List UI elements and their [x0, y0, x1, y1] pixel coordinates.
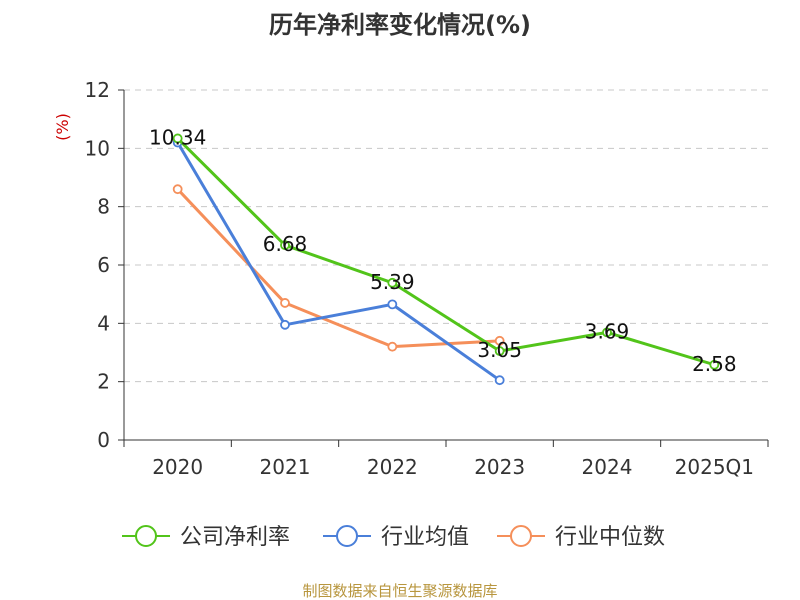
data-label-2021: 6.68 — [263, 232, 308, 256]
legend-marker-2 — [510, 525, 532, 547]
data-labels: 10.34 6.68 5.39 3.05 3.69 2.58 — [149, 125, 737, 375]
x-tick-label-2020: 2020 — [152, 455, 203, 479]
x-tick-label-2024: 2024 — [582, 455, 633, 479]
point-0-2024 — [602, 327, 612, 338]
grid-lines — [124, 89, 768, 383]
point-2-2020 — [172, 184, 183, 195]
point-0-2021 — [280, 240, 290, 251]
source-note: 制图数据来自恒生聚源数据库 — [302, 582, 497, 600]
legend-marker-1 — [336, 525, 358, 547]
y-tick-label-10: 10 — [85, 136, 110, 160]
data-label-2023: 3.05 — [477, 338, 522, 362]
data-label-2025Q1: 2.58 — [692, 352, 737, 376]
legend-label-0: 公司净利率 — [180, 525, 290, 550]
point-1-2022 — [387, 299, 398, 310]
legend: 公司净利率 行业均值 行业中位数 — [122, 525, 665, 550]
legend-label-1: 行业均值 — [381, 525, 469, 550]
point-2-2022 — [387, 341, 398, 352]
point-0-2025Q1 — [709, 359, 720, 370]
y-tick-label-0: 0 — [97, 428, 110, 452]
data-label-2020: 10.34 — [149, 125, 206, 149]
y-tick-label-4: 4 — [97, 311, 110, 335]
series-line-0 — [176, 137, 715, 367]
series-line-1 — [176, 141, 501, 382]
chart-title: 历年净利率变化情况(%) — [269, 11, 531, 39]
y-tick-label-12: 12 — [85, 78, 110, 102]
x-tick-label-2023: 2023 — [474, 455, 525, 479]
series-layer — [172, 133, 720, 386]
x-tick-label-2022: 2022 — [367, 455, 418, 479]
point-2-2023 — [494, 335, 505, 346]
point-1-2023 — [494, 375, 505, 386]
y-axis-label: (%) — [53, 113, 72, 141]
point-2-2021 — [280, 298, 290, 308]
point-0-2023 — [494, 346, 505, 356]
point-0-2022 — [387, 277, 398, 288]
data-label-2024: 3.69 — [585, 319, 630, 343]
y-tick-label-2: 2 — [97, 370, 110, 394]
data-label-2022: 5.39 — [370, 270, 415, 294]
x-tick-label-2025Q1: 2025Q1 — [675, 455, 754, 479]
point-1-2021 — [280, 319, 290, 330]
y-tick-label-6: 6 — [97, 253, 110, 277]
point-0-2020 — [172, 133, 183, 144]
axes: 0 2 4 6 8 10 12 2020 2021 2022 2023 2024 2025Q1 — [85, 78, 769, 479]
x-tick-label-2021: 2021 — [260, 455, 311, 479]
legend-label-2: 行业中位数 — [555, 525, 665, 550]
y-tick-label-8: 8 — [97, 195, 110, 219]
legend-marker-0 — [135, 525, 157, 547]
